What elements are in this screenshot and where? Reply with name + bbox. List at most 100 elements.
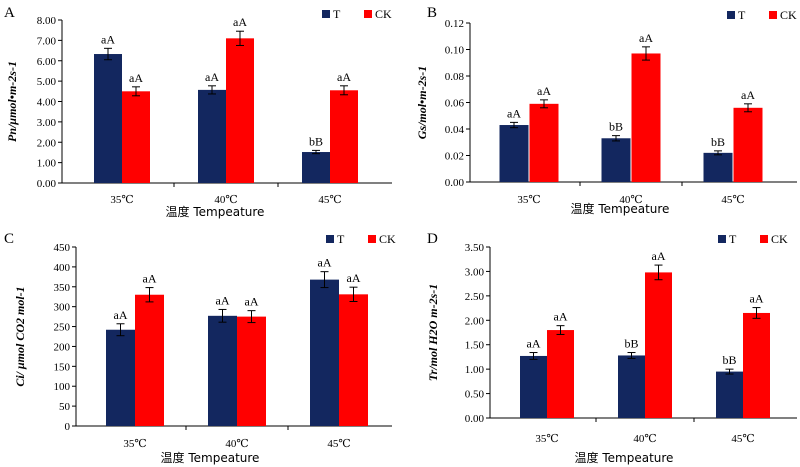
panel-d-ytick-label: 3.00 <box>465 266 485 278</box>
panel-c-ytick-label: 300 <box>54 302 71 314</box>
panel-d-label: D <box>427 231 438 247</box>
panel-c-ytick-label: 0 <box>65 421 71 433</box>
panel-c-ytick-label: 450 <box>54 242 71 254</box>
panel-c-ytick-label: 350 <box>54 282 71 294</box>
panel-b-legend-label-ck: CK <box>780 8 797 22</box>
panel-b-legend-label-t: T <box>738 8 746 22</box>
panel-b-ytick-label: 0.10 <box>445 45 465 57</box>
panel-b-ytick-label: 0.02 <box>445 151 464 163</box>
panel-c-significance-label: aA <box>245 295 259 309</box>
panel-a-category-label: 45℃ <box>318 194 341 206</box>
panel-b-bar-ck <box>631 53 661 182</box>
panel-b-significance-label: bB <box>711 135 725 149</box>
panel-c-bar-t <box>106 329 135 426</box>
panel-c-bar-ck <box>237 316 266 426</box>
panel-a-legend-swatch-ck <box>364 10 372 18</box>
panel-b-ytick-label: 0.12 <box>445 18 464 30</box>
panel-a-ytick-label: 3.00 <box>37 117 57 129</box>
panel-b-significance-label: aA <box>639 31 653 45</box>
panel-d-significance-label: bB <box>722 353 736 367</box>
panel-c-ytick-label: 150 <box>54 361 71 373</box>
panel-b: B 0.00 0.02 0.04 0.06 0.08 0.10 0.12 Gs/mol•m-2s… <box>415 5 797 216</box>
panel-a-ytick-label: 4.00 <box>37 97 57 109</box>
panel-d-significance-label: aA <box>527 337 541 351</box>
panel-c-category-label: 35℃ <box>123 438 146 450</box>
panel-d-significance-label: aA <box>554 310 568 324</box>
panel-d-ytick-label: 3.50 <box>465 242 485 254</box>
panel-a-label: A <box>4 5 15 21</box>
panel-d-ytick-label: 2.50 <box>465 291 485 303</box>
panel-a-legend-label-t: T <box>333 7 341 21</box>
panel-c-bar-t <box>310 279 339 426</box>
panel-d-ylabel: Tr/mol H2O m-2s-1 <box>426 284 440 382</box>
panel-b-ytick-label: 0.06 <box>445 98 465 110</box>
panel-a-ytick-label: 8.00 <box>37 15 57 27</box>
panel-c-significance-label: aA <box>143 272 157 286</box>
panel-a: A 0.00 1.00 2.00 3.00 4.00 5.00 6.00 7.00 8.00 Pn/… <box>4 5 392 219</box>
panel-c-legend-label-ck: CK <box>379 232 396 246</box>
panel-c-xlabel: 温度 Tempeature <box>161 450 260 465</box>
panel-d-legend-label-ck: CK <box>771 232 788 246</box>
panel-a-bar-t <box>94 54 122 184</box>
panel-d-significance-label: aA <box>750 292 764 306</box>
panel-d-ytick-label: 1.50 <box>465 340 485 352</box>
panel-a-ytick-label: 1.00 <box>37 158 57 170</box>
panel-a-legend-swatch-t <box>322 10 330 18</box>
panel-b-significance-label: aA <box>741 88 755 102</box>
panel-c-label: C <box>4 231 14 247</box>
panel-c-ytick-label: 250 <box>54 322 71 334</box>
panel-a-category-label: 35℃ <box>110 194 133 206</box>
panel-a-significance-label: aA <box>337 70 351 84</box>
panel-d-bar-ck <box>547 330 574 418</box>
panel-a-bar-ck <box>330 90 358 183</box>
panel-c-category-label: 40℃ <box>225 438 248 450</box>
panel-b-category-label: 40℃ <box>619 194 642 206</box>
panel-b-significance-label: aA <box>537 84 551 98</box>
panel-a-significance-label: aA <box>233 15 247 29</box>
panel-d-legend-swatch-ck <box>760 235 768 243</box>
panel-a-xlabel: 温度 Tempeature <box>166 204 265 219</box>
panel-c-ylabel: Ci/ μmol CO2 mol-1 <box>13 286 27 386</box>
panel-b-significance-label: aA <box>507 106 521 120</box>
panel-a-significance-label: aA <box>205 70 219 84</box>
panel-d-ytick-label: 1.00 <box>465 364 485 376</box>
panel-a-bar-t <box>302 152 330 183</box>
panel-d-bar-ck <box>645 272 672 418</box>
panel-b-bar-t <box>499 125 529 182</box>
panel-d-ytick-label: 2.00 <box>465 315 485 327</box>
panel-d-bar-t <box>716 371 743 418</box>
panel-d-category-label: 40℃ <box>633 433 656 445</box>
panel-d-ytick-label: 0.50 <box>465 389 485 401</box>
panel-c-ytick-label: 400 <box>54 262 71 274</box>
panel-c-legend-swatch-t <box>326 235 334 243</box>
panel-a-significance-label: aA <box>101 32 115 46</box>
panel-a-ylabel: Pn/μmol•m-2s-1 <box>5 61 19 142</box>
panel-a-ytick-label: 5.00 <box>37 76 57 88</box>
panel-a-significance-label: aA <box>129 71 143 85</box>
panel-a-ytick-label: 6.00 <box>37 56 57 68</box>
panel-d-bar-t <box>520 355 547 418</box>
panel-d-significance-label: bB <box>624 337 638 351</box>
panel-b-legend-swatch-t <box>727 11 735 19</box>
panel-a-ytick-label: 2.00 <box>37 137 57 149</box>
panel-d-significance-label: aA <box>652 249 666 263</box>
panel-a-category-label: 40℃ <box>214 194 237 206</box>
panel-b-ytick-label: 0.00 <box>445 177 465 189</box>
panel-b-category-label: 45℃ <box>721 194 744 206</box>
panel-c-ytick-label: 200 <box>54 341 71 353</box>
panel-c-legend-label-t: T <box>337 232 345 246</box>
panel-b-label: B <box>427 5 437 21</box>
panel-b-bar-ck <box>529 103 559 182</box>
panel-a-legend-label-ck: CK <box>375 7 392 21</box>
panel-a-significance-label: bB <box>309 134 323 148</box>
panel-a-ytick-label: 0.00 <box>37 178 57 190</box>
panel-b-bar-t <box>703 152 733 182</box>
panel-b-ytick-label: 0.04 <box>445 124 465 136</box>
panel-b-significance-label: bB <box>609 120 623 134</box>
panel-b-bar-t <box>601 138 631 182</box>
panel-c-legend-swatch-ck <box>368 235 376 243</box>
panel-c-significance-label: aA <box>347 271 361 285</box>
panel-c-bar-ck <box>339 294 368 426</box>
panel-d-category-label: 45℃ <box>731 433 754 445</box>
